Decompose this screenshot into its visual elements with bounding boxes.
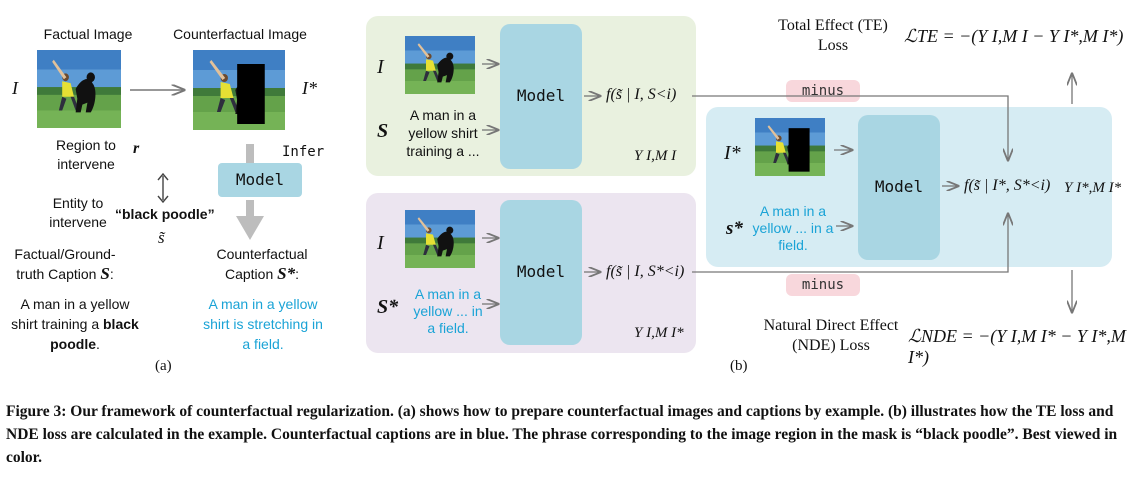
top-to-middle-line [692,95,1008,160]
minus-bottom-pill: minus [786,274,860,296]
middle-model-box: Model [858,115,940,260]
bottom-func: f(s̃ | I, S*<i) [606,263,685,280]
nde-loss-formula: ℒNDE = −(Y I,M I* − Y I*,M I*) [908,326,1126,367]
sub-label-b: (b) [730,358,748,374]
top-model-box: Model [500,24,582,169]
top-caption-text: A man in a yellow shirt training a ... [406,107,480,159]
model-box-a: Model [218,163,302,197]
bottom-caption-text: A man in a yellow ... in a field. [413,286,483,336]
figure-caption: Figure 3: Our framework of counterfactua… [6,403,1118,466]
r-label: r [133,140,140,157]
factual-caption-text: A man in a yellow shirt training a black… [11,296,139,352]
counterfactual-caption-text: A man in a yellow shirt is stretching in… [203,296,323,352]
var-i-star: I* [302,78,317,98]
top-model-label: Model [516,86,566,105]
factual-caption-plain: A man in a yellow shirt training a [11,296,130,332]
nde-loss-title: Natural Direct Effect (NDE) Loss [763,317,899,354]
var-i: I [12,78,18,98]
top-output: Y I,M I [634,148,677,164]
arrow-factual-to-counterfactual [130,84,188,96]
counterfactual-caption-title: Counterfactual Caption S*: [216,246,308,283]
te-loss-formula: ℒTE = −(Y I,M I − Y I*,M I*) [904,26,1124,46]
infer-label: Infer [282,144,325,160]
counterfactual-caption-title-text: Counterfactual Caption [216,246,308,282]
counterfactual-image-title: Counterfactual Image [173,26,307,42]
factual-caption-title-text: Factual/Ground-truth Caption [14,246,116,282]
middle-var-s: s* [726,218,743,239]
entity-phrase: “black poodle” [115,206,215,222]
middle-output: Y I*,M I* [1064,180,1122,196]
sub-label-a: (a) [155,358,172,374]
double-arrow-icon [157,172,169,204]
counterfactual-caption-var: S* [277,264,296,283]
bottom-model-box: Model [500,200,582,345]
factual-caption-bold: black poodle [50,316,139,352]
top-func: f(s̃ | I, S<i) [606,86,677,103]
infer-arrow [236,144,264,240]
factual-image-title: Factual Image [43,26,133,42]
bottom-to-middle-line [692,214,1008,273]
bottom-var-s: S* [377,296,399,318]
te-loss-title: Total Effect (TE) Loss [778,17,888,54]
middle-model-label: Model [874,177,924,196]
entity-to-intervene-label: Entity to intervene [49,195,107,230]
middle-func: f(s̃ | I*, S*<i) [964,177,1051,194]
region-to-intervene-label: Region to intervene [56,137,116,172]
model-label-a: Model [235,170,285,189]
factual-caption-var: S [100,264,110,283]
middle-var-i: I* [724,142,741,164]
panel-b-connectors [482,0,1134,400]
top-var-i: I [377,56,384,78]
bottom-var-i: I [377,232,384,254]
s-tilde: s̃ [158,228,165,247]
bottom-output: Y I,M I* [634,325,684,341]
middle-caption-text: A man in a yellow ... in a field. [752,203,834,253]
bottom-model-label: Model [516,262,566,281]
panel-a: Factual Image Counterfactual Image I I* … [0,0,340,390]
top-var-s: S [377,120,389,142]
factual-caption-title: Factual/Ground-truth Caption S: [14,246,116,283]
